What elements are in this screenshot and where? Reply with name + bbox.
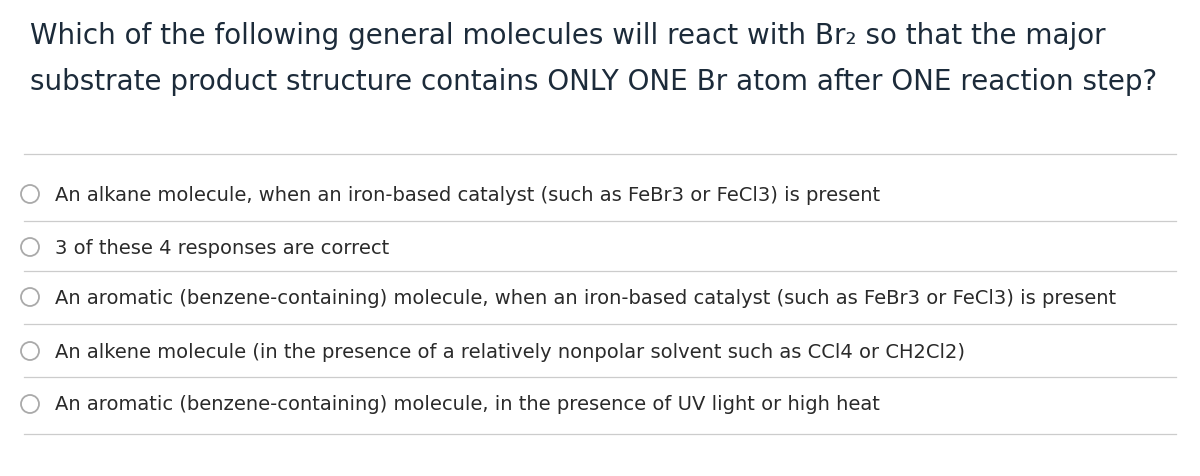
Text: 3 of these 4 responses are correct: 3 of these 4 responses are correct [55, 238, 389, 257]
Text: An aromatic (benzene-containing) molecule, in the presence of UV light or high h: An aromatic (benzene-containing) molecul… [55, 395, 880, 414]
Text: substrate product structure contains ONLY ONE Br atom after ONE reaction step?: substrate product structure contains ONL… [30, 68, 1157, 96]
Text: An alkane molecule, when an iron-based catalyst (such as FeBr3 or FeCl3) is pres: An alkane molecule, when an iron-based c… [55, 185, 880, 204]
Text: An alkene molecule (in the presence of a relatively nonpolar solvent such as CCl: An alkene molecule (in the presence of a… [55, 342, 965, 361]
Text: An aromatic (benzene-containing) molecule, when an iron-based catalyst (such as : An aromatic (benzene-containing) molecul… [55, 288, 1116, 307]
Text: Which of the following general molecules will react with Br₂ so that the major: Which of the following general molecules… [30, 22, 1105, 50]
